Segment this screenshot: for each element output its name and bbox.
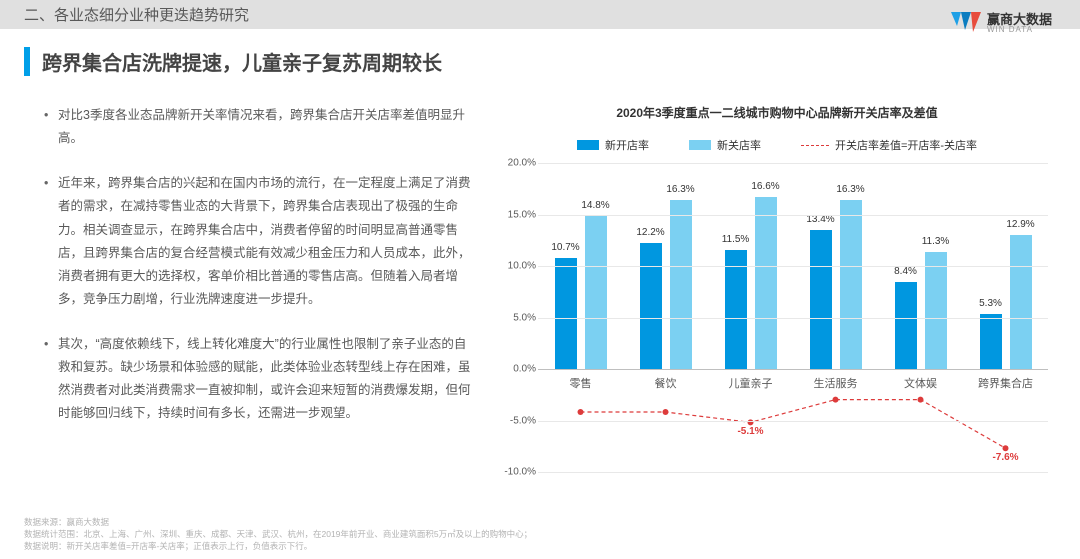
bar-close: 11.3% xyxy=(925,252,947,369)
page-title: 跨界集合店洗牌提速，儿童亲子复苏周期较长 xyxy=(24,47,1080,76)
footnotes: 数据来源：赢商大数据数据统计范围：北京、上海、广州、深圳、重庆、成都、天津、武汉… xyxy=(24,517,532,553)
section-bar: 二、各业态细分业种更迭趋势研究 xyxy=(0,0,1080,29)
legend-close: 新关店率 xyxy=(689,137,761,153)
bullet-list: 对比3季度各业态品牌新开关率情况来看，跨界集合店开关店率差值明显升高。近年来，跨… xyxy=(44,104,474,473)
logo-text-en: WIN DATA xyxy=(987,26,1052,34)
bar-close-label: 11.3% xyxy=(922,236,950,247)
diff-label: -5.1% xyxy=(737,426,763,437)
bar-open: 5.3% xyxy=(980,314,1002,369)
logo-text-cn: 赢商大数据 xyxy=(987,13,1052,26)
chart-legend: 新开店率 新关店率 开关店率差值=开店率-关店率 xyxy=(498,137,1056,153)
bar-open-label: 8.4% xyxy=(894,266,917,277)
bar-close: 14.8% xyxy=(585,216,607,369)
bar-open: 11.5% xyxy=(725,250,747,369)
x-tick: 生活服务 xyxy=(793,375,878,391)
x-tick: 跨界集合店 xyxy=(963,375,1048,391)
bullet-item: 其次，“高度依赖线下，线上转化难度大”的行业属性也限制了亲子业态的自救和复苏。缺… xyxy=(44,333,474,426)
bar-open: 13.4% xyxy=(810,230,832,368)
bar-open: 10.7% xyxy=(555,258,577,369)
chart-title: 2020年3季度重点一二线城市购物中心品牌新开关店率及差值 xyxy=(498,104,1056,121)
chart-area: -10.0%-5.0%0.0%5.0%10.0%15.0%20.0% 10.7%… xyxy=(538,163,1048,473)
bar-close-label: 16.3% xyxy=(666,184,694,195)
bar-open: 12.2% xyxy=(640,243,662,369)
legend-open: 新开店率 xyxy=(577,137,649,153)
y-tick: 20.0% xyxy=(496,158,536,169)
bar-close: 16.3% xyxy=(670,200,692,368)
x-tick: 餐饮 xyxy=(623,375,708,391)
bar-close-label: 14.8% xyxy=(581,200,609,211)
footnote-line: 数据来源：赢商大数据 xyxy=(24,517,532,529)
chart-panel: 2020年3季度重点一二线城市购物中心品牌新开关店率及差值 新开店率 新关店率 … xyxy=(498,104,1056,473)
bar-close: 16.3% xyxy=(840,200,862,368)
y-tick: 10.0% xyxy=(496,261,536,272)
bullet-item: 对比3季度各业态品牌新开关率情况来看，跨界集合店开关店率差值明显升高。 xyxy=(44,104,474,150)
bar-close-label: 12.9% xyxy=(1006,219,1034,230)
bar-open-label: 12.2% xyxy=(636,227,664,238)
brand-logo: 赢商大数据 WIN DATA xyxy=(951,12,1052,34)
y-tick: 0.0% xyxy=(496,364,536,375)
y-tick: -5.0% xyxy=(496,415,536,426)
section-label: 二、各业态细分业种更迭趋势研究 xyxy=(24,7,249,24)
logo-icon xyxy=(951,12,981,34)
x-tick: 儿童亲子 xyxy=(708,375,793,391)
bar-open: 8.4% xyxy=(895,282,917,369)
y-tick: 5.0% xyxy=(496,312,536,323)
bar-close: 12.9% xyxy=(1010,235,1032,368)
bar-open-label: 13.4% xyxy=(806,214,834,225)
bar-close-label: 16.3% xyxy=(836,184,864,195)
bar-open-label: 10.7% xyxy=(551,242,579,253)
footnote-line: 数据统计范围：北京、上海、广州、深圳、重庆、成都、天津、武汉、杭州，在2019年… xyxy=(24,529,532,541)
legend-diff: 开关店率差值=开店率-关店率 xyxy=(801,137,977,153)
bar-open-label: 5.3% xyxy=(979,298,1002,309)
x-tick: 文体娱 xyxy=(878,375,963,391)
footnote-line: 数据说明：新开关店率差值=开店率-关店率；正值表示上行，负值表示下行。 xyxy=(24,541,532,553)
diff-label: -7.6% xyxy=(992,452,1018,463)
y-tick: -10.0% xyxy=(496,467,536,478)
x-tick: 零售 xyxy=(538,375,623,391)
bar-close-label: 16.6% xyxy=(751,181,779,192)
bullet-item: 近年来，跨界集合店的兴起和在国内市场的流行，在一定程度上满足了消费者的需求，在减… xyxy=(44,172,474,311)
bar-open-label: 11.5% xyxy=(722,234,750,245)
y-tick: 15.0% xyxy=(496,209,536,220)
bar-close: 16.6% xyxy=(755,197,777,369)
